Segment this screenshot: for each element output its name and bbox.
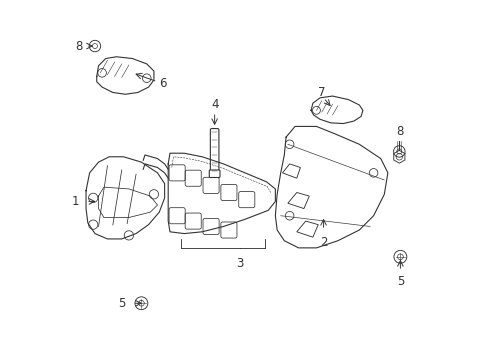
Text: 1: 1 (72, 195, 79, 208)
Text: 8: 8 (75, 40, 83, 53)
Text: 2: 2 (320, 236, 327, 249)
Text: 7: 7 (318, 86, 325, 99)
Circle shape (89, 40, 100, 52)
Circle shape (394, 250, 407, 263)
Text: 6: 6 (159, 77, 167, 90)
Text: 5: 5 (397, 275, 404, 288)
FancyBboxPatch shape (209, 170, 220, 177)
Circle shape (135, 297, 148, 310)
FancyBboxPatch shape (210, 129, 219, 174)
Text: 8: 8 (397, 125, 404, 138)
Text: 3: 3 (236, 257, 244, 270)
Text: 4: 4 (211, 99, 219, 112)
Text: 5: 5 (118, 297, 125, 310)
Circle shape (393, 146, 405, 157)
